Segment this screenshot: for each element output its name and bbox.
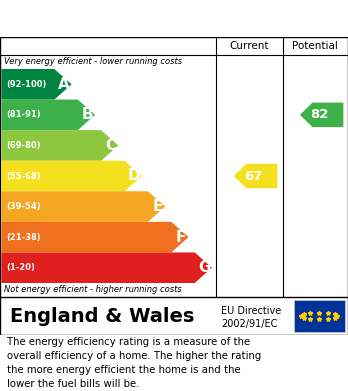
Polygon shape [1,100,95,130]
Text: (55-68): (55-68) [7,172,41,181]
Text: C: C [105,138,116,153]
Text: 2002/91/EC: 2002/91/EC [221,319,277,328]
Text: The energy efficiency rating is a measure of the
overall efficiency of a home. T: The energy efficiency rating is a measur… [7,337,261,389]
Text: Current: Current [229,41,269,51]
Polygon shape [1,69,72,100]
Text: E: E [152,199,163,214]
Text: (92-100): (92-100) [7,80,47,89]
Text: (39-54): (39-54) [7,202,41,211]
Text: EU Directive: EU Directive [221,307,281,316]
Text: Not energy efficient - higher running costs: Not energy efficient - higher running co… [4,285,182,294]
Text: Energy Efficiency Rating: Energy Efficiency Rating [10,9,239,27]
Text: (81-91): (81-91) [7,110,41,119]
Polygon shape [300,102,343,127]
Bar [294,300,345,332]
Text: 67: 67 [244,170,262,183]
Text: F: F [176,230,186,245]
Text: (69-80): (69-80) [7,141,41,150]
Text: (21-38): (21-38) [7,233,41,242]
Polygon shape [1,222,189,253]
Text: A: A [58,77,70,92]
Polygon shape [234,164,277,188]
Text: B: B [81,108,93,122]
Text: D: D [128,169,140,183]
Polygon shape [1,191,165,222]
Text: 82: 82 [310,108,329,121]
Polygon shape [1,161,142,191]
Text: (1-20): (1-20) [7,263,35,272]
Text: England & Wales: England & Wales [10,307,195,325]
Polygon shape [1,130,118,161]
Polygon shape [1,253,212,283]
Text: Very energy efficient - lower running costs: Very energy efficient - lower running co… [4,57,182,66]
Text: Potential: Potential [292,41,338,51]
Text: G: G [198,260,211,275]
